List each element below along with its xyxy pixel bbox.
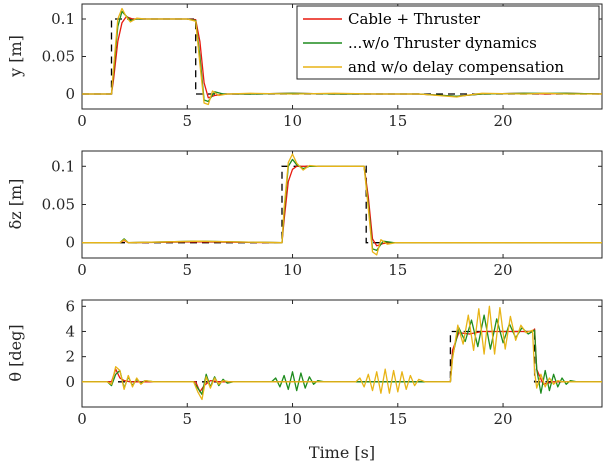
- dz-y-tick-label: 0.1: [51, 157, 75, 175]
- theta-series-wo-thruster-dynamics: [82, 314, 602, 396]
- theta-series-wo-delay-compensation: [82, 305, 602, 401]
- y-x-tick-label: 20: [494, 112, 513, 130]
- theta-axes-ticks: 0 5 10 15 20 0 2 4 6: [65, 297, 602, 428]
- theta-reference-line: [82, 330, 602, 383]
- y-axes-ticks: 0 5 10 15 20 0 0.05 0.1: [42, 4, 602, 130]
- x-axis-label: Time [s]: [309, 443, 375, 462]
- dz-x-tick-label: 20: [494, 261, 513, 279]
- theta-series-cable-thruster: [82, 328, 602, 393]
- theta-x-tick-label: 5: [182, 410, 192, 428]
- theta-x-tick-label: 10: [283, 410, 302, 428]
- theta-y-tick-label: 4: [65, 322, 75, 340]
- dz-x-tick-label: 10: [283, 261, 302, 279]
- dz-x-tick-label: 15: [388, 261, 407, 279]
- legend-label-wo-delay-compensation: and w/o delay compensation: [348, 58, 564, 76]
- y-y-tick-label: 0.1: [51, 10, 75, 28]
- theta-x-tick-label: 20: [494, 410, 513, 428]
- legend-label-cable-thruster: Cable + Thruster: [348, 10, 481, 28]
- y-x-tick-label: 15: [388, 112, 407, 130]
- legend-label-wo-thruster-dynamics: ...w/o Thruster dynamics: [348, 34, 537, 52]
- theta-y-tick-label: 2: [65, 348, 75, 366]
- y-axis-label: y [m]: [6, 35, 25, 78]
- theta-x-tick-label: 0: [77, 410, 87, 428]
- theta-axes: 0 5 10 15 20 0 2 4 6 θ [deg] Time [s]: [6, 297, 603, 462]
- y-y-tick-label: 0.05: [42, 48, 75, 66]
- theta-axis-label: θ [deg]: [6, 324, 25, 381]
- dz-x-tick-label: 5: [182, 261, 192, 279]
- dz-x-tick-label: 0: [77, 261, 87, 279]
- dz-y-tick-label: 0: [65, 234, 75, 252]
- dz-y-tick-label: 0.05: [42, 196, 75, 214]
- dz-axes-ticks: 0 5 10 15 20 0 0.05 0.1: [42, 151, 602, 279]
- theta-reference-path: [82, 330, 602, 383]
- y-series: [82, 7, 603, 106]
- dz-reference-path: [82, 165, 602, 244]
- y-y-tick-label: 0: [65, 85, 75, 103]
- theta-series: [82, 305, 602, 401]
- dz-series: [82, 153, 602, 256]
- y-x-tick-label: 0: [77, 112, 87, 130]
- dz-axis-label: δz [m]: [6, 179, 25, 230]
- dz-series-wo-delay-compensation: [82, 153, 602, 256]
- dz-series-wo-thruster-dynamics: [82, 158, 602, 252]
- dz-series-cable-thruster: [82, 165, 602, 247]
- dz-axes: 0 5 10 15 20 0 0.05 0.1 δz [m]: [6, 150, 603, 279]
- y-x-tick-label: 10: [283, 112, 302, 130]
- y-series-wo-delay-compensation: [82, 7, 602, 106]
- legend: Cable + Thruster ...w/o Thruster dynamic…: [296, 5, 600, 80]
- theta-y-tick-label: 6: [65, 297, 75, 315]
- dz-reference-line: [82, 165, 602, 244]
- y-axes: 0 5 10 15 20 0 0.05 0.1 y [m] Cable + Thruster …: [6, 3, 603, 130]
- theta-x-tick-label: 15: [388, 410, 407, 428]
- theta-y-tick-label: 0: [65, 373, 75, 391]
- theta-axes-frame: [81, 299, 603, 408]
- legend-box: [296, 5, 600, 80]
- y-x-tick-label: 5: [182, 112, 192, 130]
